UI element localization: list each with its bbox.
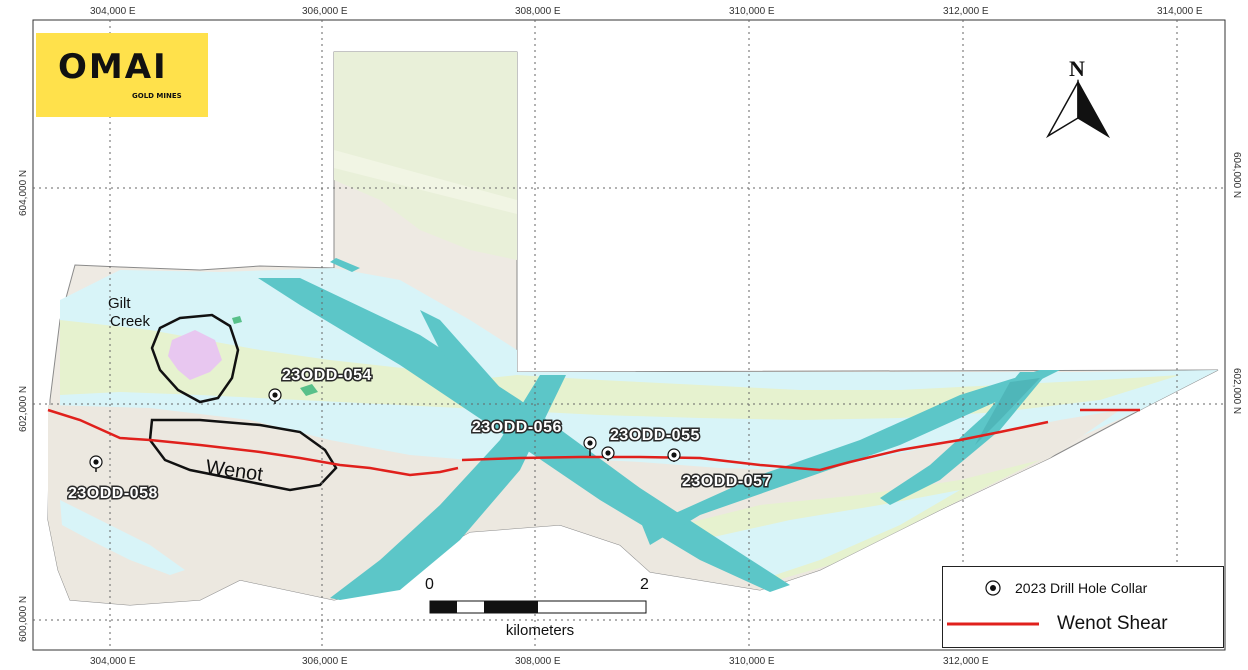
area-label-gilt: Gilt xyxy=(108,295,131,312)
easting-top-4: 310,000 E xyxy=(729,6,775,17)
collar-icon xyxy=(985,580,1001,596)
hole-label-054: 23ODD-054 xyxy=(282,367,372,384)
legend-row-collar: 2023 Drill Hole Collar xyxy=(943,575,1223,601)
shear-line-icon xyxy=(947,622,1039,626)
unit-green xyxy=(60,320,1180,420)
northing-right-2: 602,000 N xyxy=(1231,368,1242,414)
hole-label-055: 23ODD-055 xyxy=(610,427,700,444)
north-arrow-right-icon xyxy=(1077,79,1111,139)
collar-054 xyxy=(268,388,282,404)
omai-logo: OMAI GOLD MINES xyxy=(36,33,208,117)
dyke-fragment-north xyxy=(330,258,360,272)
dyke-ne-sw-west xyxy=(330,375,566,600)
hole-label-058: 23ODD-058 xyxy=(68,485,158,502)
north-arrow: N xyxy=(1045,56,1111,139)
gilt-creek-outline xyxy=(150,313,240,404)
north-arrow-label: N xyxy=(1069,56,1085,81)
easting-bottom-4: 310,000 E xyxy=(729,656,775,667)
northing-right-1: 604,000 N xyxy=(1231,152,1242,198)
collar-056 xyxy=(583,436,597,456)
scale-bar-two: 2 xyxy=(640,576,649,593)
easting-bottom-1: 304,000 E xyxy=(90,656,136,667)
collar-058 xyxy=(89,455,103,472)
gilt-creek-intrusive xyxy=(168,330,222,380)
easting-top-2: 306,000 E xyxy=(302,6,348,17)
mafic-unit-north xyxy=(334,52,517,260)
unit-blue-se xyxy=(700,490,960,580)
hole-label-057: 23ODD-057 xyxy=(682,473,772,490)
easting-bottom-5: 312,000 E xyxy=(943,656,989,667)
green-outcrop-2 xyxy=(232,316,242,324)
collar-057 xyxy=(667,448,681,462)
easting-bottom-2: 306,000 E xyxy=(302,656,348,667)
wenot-pit-outline xyxy=(148,418,338,492)
unit-blue-lens-sw xyxy=(60,500,185,575)
easting-top-5: 312,000 E xyxy=(943,6,989,17)
dyke-east-shadow xyxy=(975,378,1040,445)
scale-bar xyxy=(429,600,647,614)
easting-bottom-3: 308,000 E xyxy=(515,656,561,667)
mafic-band-north xyxy=(334,150,517,214)
wenot-shear-east xyxy=(461,420,1049,472)
northing-left-2: 602,000 N xyxy=(18,386,29,432)
map-legend: 2023 Drill Hole Collar Wenot Shear xyxy=(942,566,1224,648)
logo-brand: OMAI xyxy=(58,47,168,87)
easting-top-1: 304,000 E xyxy=(90,6,136,17)
dyke-secondary xyxy=(420,310,560,458)
hole-label-056: 23ODD-056 xyxy=(472,419,562,436)
legend-label-collar: 2023 Drill Hole Collar xyxy=(1015,580,1148,596)
area-label-creek: Creek xyxy=(110,313,151,330)
easting-top-3: 308,000 E xyxy=(515,6,561,17)
collar-055 xyxy=(601,446,615,461)
northing-left-1: 604,000 N xyxy=(18,170,29,216)
logo-sub: GOLD MINES xyxy=(132,92,182,100)
grid-lines xyxy=(33,20,1225,650)
legend-label-shear: Wenot Shear xyxy=(1057,613,1168,634)
easting-top-6: 314,000 E xyxy=(1157,6,1203,17)
scale-bar-zero: 0 xyxy=(425,576,434,593)
scale-bar-unit: kilometers xyxy=(505,622,575,639)
unit-sediments-south xyxy=(48,405,1120,605)
green-outcrop xyxy=(300,384,318,396)
northing-left-3: 600,000 N xyxy=(18,596,29,642)
legend-row-shear: Wenot Shear xyxy=(943,609,1223,639)
dyke-ne-sw-east xyxy=(640,370,1060,545)
wenot-shear-west xyxy=(47,408,459,477)
